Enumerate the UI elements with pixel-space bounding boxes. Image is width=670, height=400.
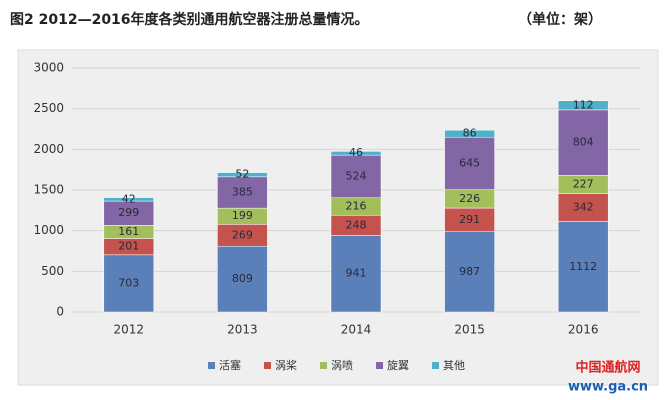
- x-tick-label: 2013: [227, 323, 258, 337]
- value-label: 199: [232, 209, 253, 222]
- y-tick-label: 1500: [33, 183, 64, 197]
- legend-swatch: [320, 362, 327, 369]
- y-tick-label: 1000: [33, 223, 64, 237]
- x-tick-label: 2014: [341, 323, 372, 337]
- watermark-url: www.ga.cn: [568, 380, 648, 395]
- bar-segment: [217, 172, 268, 178]
- legend-label: 旋翼: [387, 358, 409, 372]
- bar-segment: [103, 254, 155, 313]
- value-label: 524: [346, 169, 367, 182]
- legend-label: 其他: [443, 359, 465, 372]
- bar-segment: [217, 176, 268, 209]
- value-label: 201: [118, 240, 139, 253]
- y-tick-label: 3000: [33, 61, 64, 75]
- legend-swatch: [208, 362, 215, 369]
- y-tick-label: 500: [41, 264, 64, 278]
- watermark-name: 中国通航网: [575, 360, 640, 376]
- value-label: 645: [459, 156, 480, 169]
- bar-segment: [557, 221, 609, 313]
- watermark: 中国通航网 www.ga.cn: [568, 360, 648, 395]
- legend-swatch: [432, 362, 439, 369]
- value-label: 86: [463, 127, 477, 140]
- x-tick-label: 2012: [114, 323, 145, 337]
- value-label: 42: [122, 192, 136, 205]
- value-label: 385: [232, 185, 253, 198]
- x-tick-label: 2016: [568, 323, 599, 337]
- bar-segment: [103, 197, 155, 202]
- value-label: 46: [349, 146, 363, 159]
- bar-segment: [217, 245, 268, 313]
- value-label: 703: [118, 276, 139, 289]
- bar-segment: [330, 151, 382, 156]
- legend-label: 涡桨: [275, 358, 297, 372]
- value-label: 1112: [569, 260, 597, 273]
- bar-segment: [330, 235, 382, 313]
- bar-segment: [330, 154, 382, 198]
- value-label: 226: [459, 192, 480, 205]
- bar-segment: [444, 136, 495, 190]
- value-label: 161: [118, 225, 139, 238]
- legend-label: 涡喷: [331, 359, 353, 372]
- legend-swatch: [264, 362, 271, 369]
- chart-title: 图2 2012—2016年度各类别通用航空器注册总量情况。: [10, 11, 369, 28]
- bar-segment: [444, 231, 495, 313]
- value-label: 987: [459, 265, 480, 278]
- y-tick-label: 0: [56, 305, 64, 319]
- legend-swatch: [376, 362, 383, 369]
- value-label: 941: [346, 267, 367, 280]
- value-label: 216: [346, 200, 367, 213]
- chart-subtitle: （单位：架）: [518, 11, 602, 28]
- bar-segment: [557, 193, 609, 222]
- value-label: 227: [573, 178, 594, 191]
- value-label: 52: [235, 168, 249, 181]
- value-label: 248: [346, 218, 367, 231]
- legend-label: 活塞: [219, 358, 241, 372]
- value-label: 291: [459, 213, 480, 226]
- y-tick-label: 2500: [33, 101, 64, 115]
- value-label: 269: [232, 228, 253, 241]
- x-tick-label: 2015: [454, 323, 485, 337]
- value-label: 342: [573, 201, 594, 214]
- bar-segment: [444, 129, 495, 138]
- bar-segment: [557, 109, 609, 176]
- bar-segment: [557, 100, 609, 111]
- value-label: 804: [573, 136, 594, 149]
- y-tick-label: 2000: [33, 142, 64, 156]
- value-label: 299: [118, 206, 139, 219]
- value-label: 809: [232, 272, 253, 285]
- value-label: 112: [573, 98, 594, 111]
